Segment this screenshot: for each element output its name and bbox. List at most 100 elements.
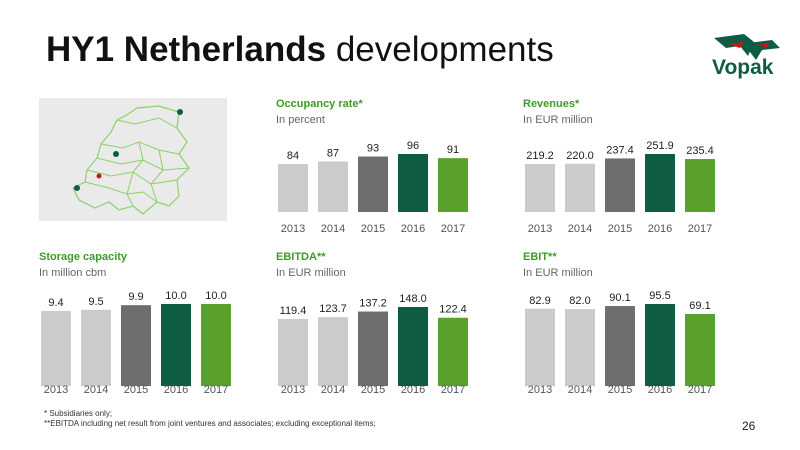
x-tick-label: 2016 xyxy=(401,384,425,396)
bar-2014 xyxy=(318,161,348,212)
data-label: 219.2 xyxy=(526,150,554,162)
x-tick-label: 2014 xyxy=(321,223,345,235)
data-label: 10.0 xyxy=(205,290,226,302)
x-tick-label: 2014 xyxy=(321,384,345,396)
chart-subtitle: In million cbm xyxy=(39,267,107,279)
x-tick-label: 2015 xyxy=(608,223,632,235)
bar-2014 xyxy=(565,309,595,386)
bar-2014 xyxy=(318,317,348,386)
chart-title: Revenues* xyxy=(523,98,580,110)
bar-chart-svg: 219.2 2013 220.0 2014 237.4 2015 251.9 2016 235.… xyxy=(525,140,715,235)
page-title: HY1 Netherlands developments xyxy=(46,30,554,70)
bar-chart-svg: 119.4 2013 123.7 2014 137.2 2015 148.0 2016 122.… xyxy=(278,293,468,396)
x-tick-label: 2016 xyxy=(648,384,672,396)
bar-chart-svg: 9.4 2013 9.5 2014 9.9 2015 10.0 2016 10.0 2017 xyxy=(41,290,231,396)
chart-subtitle: In EUR million xyxy=(523,114,593,126)
x-tick-label: 2013 xyxy=(44,384,68,396)
data-label: 251.9 xyxy=(646,140,674,152)
bar-2013 xyxy=(278,319,308,386)
bar-2015 xyxy=(605,306,635,386)
chart-title: Occupancy rate* xyxy=(276,98,363,110)
chart-subtitle: In EUR million xyxy=(276,267,346,279)
bar-2013 xyxy=(525,308,555,386)
data-label: 10.0 xyxy=(165,290,186,302)
bar-chart-svg: 82.9 2013 82.0 2014 90.1 2015 95.5 2016 69.1 2017 xyxy=(525,290,715,396)
data-label: 96 xyxy=(407,140,419,152)
page-title-rest: developments xyxy=(335,30,554,69)
bar-2017 xyxy=(685,314,715,386)
x-tick-label: 2017 xyxy=(204,384,228,396)
data-label: 93 xyxy=(367,143,379,155)
data-label: 87 xyxy=(327,148,339,160)
data-label: 122.4 xyxy=(439,304,467,316)
data-label: 95.5 xyxy=(649,290,670,302)
x-tick-label: 2014 xyxy=(84,384,108,396)
bar-2016 xyxy=(645,304,675,386)
terminal-marker xyxy=(74,185,80,191)
bar-2015 xyxy=(605,158,635,212)
bar-chart-svg: 84 2013 87 2014 93 2015 96 2016 91 2017 xyxy=(278,140,468,235)
chart-title: EBIT** xyxy=(523,251,557,263)
bar-2016 xyxy=(161,304,191,386)
bar-2013 xyxy=(278,164,308,212)
x-tick-label: 2016 xyxy=(648,223,672,235)
page-title-bold: HY1 Netherlands xyxy=(46,30,327,69)
x-tick-label: 2016 xyxy=(401,223,425,235)
x-tick-label: 2017 xyxy=(688,384,712,396)
vopak-logo-icon xyxy=(714,34,780,60)
revenues-chart: Revenues* In EUR million 219.2 2013 220.0 2… xyxy=(523,98,723,238)
bar-2017 xyxy=(685,159,715,212)
data-label: 91 xyxy=(447,144,459,156)
x-tick-label: 2013 xyxy=(281,384,305,396)
data-label: 69.1 xyxy=(689,300,710,312)
footnote: **EBITDA including net result from joint… xyxy=(44,419,376,428)
bar-2017 xyxy=(201,304,231,386)
bar-2015 xyxy=(358,156,388,212)
x-tick-label: 2016 xyxy=(164,384,188,396)
data-label: 235.4 xyxy=(686,145,714,157)
x-tick-label: 2014 xyxy=(568,384,592,396)
data-label: 90.1 xyxy=(609,292,630,304)
data-label: 137.2 xyxy=(359,298,387,310)
x-tick-label: 2013 xyxy=(281,223,305,235)
x-tick-label: 2015 xyxy=(124,384,148,396)
terminal-marker xyxy=(177,109,183,115)
bar-2013 xyxy=(525,164,555,212)
bar-2015 xyxy=(121,305,151,386)
x-tick-label: 2015 xyxy=(608,384,632,396)
occupancy-rate-chart: Occupancy rate* In percent 84 2013 87 2014 9… xyxy=(276,98,476,238)
x-tick-label: 2015 xyxy=(361,384,385,396)
footnote: * Subsidiaries only; xyxy=(44,409,113,418)
bar-2014 xyxy=(81,309,111,386)
data-label: 9.4 xyxy=(48,297,63,309)
x-tick-label: 2014 xyxy=(568,223,592,235)
vopak-logo-text: Vopak xyxy=(712,56,774,79)
bar-2016 xyxy=(398,154,428,212)
bar-2014 xyxy=(565,163,595,212)
chart-subtitle: In EUR million xyxy=(523,267,593,279)
x-tick-label: 2015 xyxy=(361,223,385,235)
x-tick-label: 2013 xyxy=(528,223,552,235)
chart-title: EBITDA** xyxy=(276,251,326,263)
bar-2017 xyxy=(438,317,468,386)
data-label: 82.9 xyxy=(529,295,550,307)
x-tick-label: 2013 xyxy=(528,384,552,396)
data-label: 82.0 xyxy=(569,295,590,307)
terminal-marker xyxy=(113,151,119,157)
data-label: 148.0 xyxy=(399,293,427,305)
x-tick-label: 2017 xyxy=(441,384,465,396)
data-label: 9.9 xyxy=(128,291,143,303)
data-label: 237.4 xyxy=(606,144,634,156)
ebit-chart: EBIT** In EUR million 82.9 2013 82.0 2014 90… xyxy=(523,251,723,396)
bar-2015 xyxy=(358,311,388,386)
x-tick-label: 2017 xyxy=(441,223,465,235)
bar-2016 xyxy=(645,154,675,212)
ebitda-chart: EBITDA** In EUR million 119.4 2013 123.7 20… xyxy=(276,251,476,396)
terminal-marker xyxy=(96,173,102,179)
data-label: 123.7 xyxy=(319,303,347,315)
data-label: 220.0 xyxy=(566,150,594,162)
data-label: 9.5 xyxy=(88,296,103,308)
bar-2016 xyxy=(398,307,428,386)
bar-2017 xyxy=(438,158,468,212)
storage-capacity-chart: Storage capacity In million cbm 9.4 2013 9… xyxy=(39,251,239,396)
